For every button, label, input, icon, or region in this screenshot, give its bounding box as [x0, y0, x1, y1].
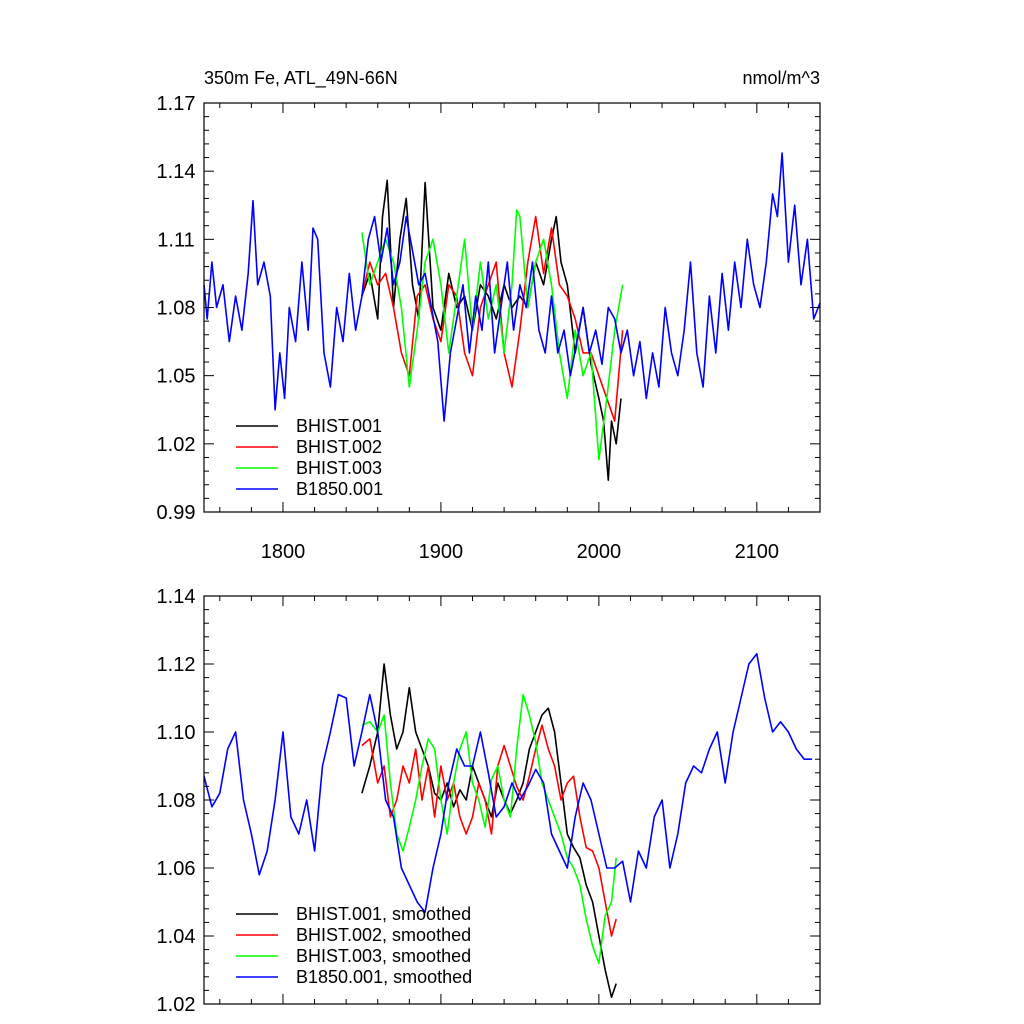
y-tick-label: 1.08: [157, 790, 196, 812]
x-tick-label: 2100: [735, 541, 780, 563]
legend-label: BHIST.002: [296, 437, 382, 457]
series-line-0-1: [361, 215, 624, 422]
top-chart-units: nmol/m^3: [743, 68, 820, 88]
y-tick-label: 1.02: [157, 434, 196, 456]
series-line-0-3: [203, 152, 821, 422]
series-line-0-0: [361, 179, 622, 481]
y-tick-label: 1.02: [157, 994, 196, 1016]
legend-label: BHIST.003, smoothed: [296, 946, 471, 966]
y-tick-label: 1.10: [157, 722, 196, 744]
series-line-1-1: [361, 724, 617, 937]
legend-label: BHIST.002, smoothed: [296, 925, 471, 945]
y-tick-label: 1.12: [157, 654, 196, 676]
bottom-panel: 1.02 1.04 1.06 1.08 1.10 1.12 1.14 BHIST.001, s…: [157, 586, 821, 1016]
y-tick-label: 1.05: [157, 366, 196, 388]
legend-label: BHIST.003: [296, 458, 382, 478]
x-tick-label: 2000: [577, 541, 622, 563]
x-tick-label: 1800: [261, 541, 306, 563]
series-line-1-0: [361, 663, 617, 998]
series-line-1-3: [203, 653, 813, 913]
y-tick-label: 1.06: [157, 858, 196, 880]
y-tick-label: 0.99: [157, 502, 196, 524]
series-line-0-2: [361, 209, 624, 461]
legend-label: BHIST.001, smoothed: [296, 904, 471, 924]
series-line-1-2: [361, 693, 617, 964]
y-tick-label: 1.04: [157, 926, 196, 948]
legend-label: B1850.001, smoothed: [296, 967, 472, 987]
y-tick-label: 1.11: [157, 229, 194, 251]
top-panel: 350m Fe, ATL_49N-66N nmol/m^3 0.99 1.02 1.…: [157, 68, 821, 563]
legend-label: B1850.001: [296, 479, 383, 499]
x-tick-label: 1900: [419, 541, 464, 563]
top-chart-title: 350m Fe, ATL_49N-66N: [204, 68, 398, 89]
y-tick-label: 1.14: [157, 161, 196, 183]
legend-label: BHIST.001: [296, 416, 382, 436]
y-tick-label: 1.14: [157, 586, 196, 608]
y-tick-label: 1.08: [157, 298, 196, 320]
y-tick-label: 1.17: [157, 93, 196, 115]
